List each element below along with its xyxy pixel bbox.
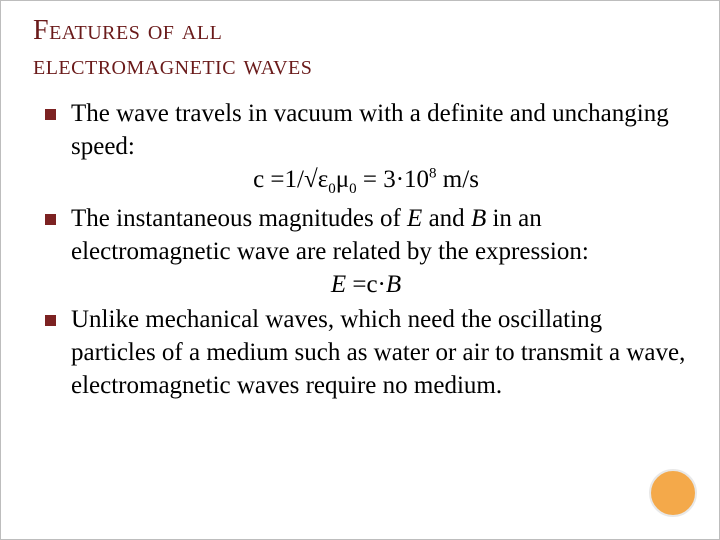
formula-2-e: E — [331, 271, 346, 298]
symbol-b: B — [471, 205, 486, 232]
formula-e-cb: E =c·B — [41, 268, 691, 301]
formula-1-pre: c =1/√ε — [253, 166, 328, 193]
title-line-1: Features of all — [33, 15, 222, 46]
decorative-circle-icon — [649, 469, 697, 517]
formula-speed-of-light: c =1/√ε0μ0 = 3·108 m/s — [41, 163, 691, 200]
formula-1-eq: = 3·10 — [357, 166, 429, 193]
formula-1-mu: μ — [336, 166, 349, 193]
title-line-2: electromagnetic waves — [33, 50, 312, 81]
slide-title: Features of all electromagnetic waves — [33, 13, 691, 83]
slide-container: Features of all electromagnetic waves Th… — [0, 0, 720, 540]
bullet-1-text: The wave travels in vacuum with a defini… — [71, 100, 669, 160]
bullet-list: The wave travels in vacuum with a defini… — [33, 97, 691, 402]
bullet-item-3: Unlike mechanical waves, which need the … — [41, 303, 691, 402]
formula-1-sub-eps: 0 — [328, 181, 336, 197]
formula-1-unit: m/s — [437, 166, 479, 193]
formula-2-mid: =c· — [346, 271, 386, 298]
bullet-2-text-a: The instantaneous magnitudes of — [71, 205, 407, 232]
formula-1-sub-mu: 0 — [349, 181, 357, 197]
formula-1-sup: 8 — [429, 166, 437, 182]
bullet-item-2: The instantaneous magnitudes of E and B … — [41, 202, 691, 301]
formula-2-b: B — [386, 271, 401, 298]
symbol-e: E — [407, 205, 422, 232]
bullet-item-1: The wave travels in vacuum with a defini… — [41, 97, 691, 200]
and-word: and — [422, 205, 471, 232]
bullet-3-text: Unlike mechanical waves, which need the … — [71, 306, 685, 399]
